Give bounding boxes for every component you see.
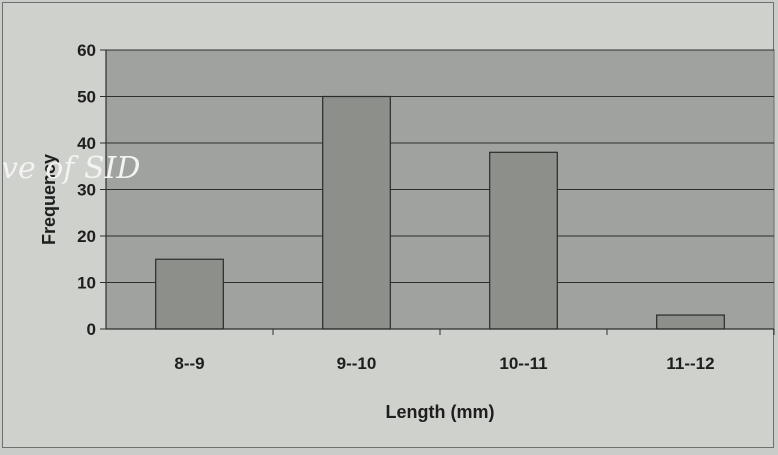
bar-chart: 0 10 20 30 40 50 60 8--9 9--10 10--11 11--12 Leng… [3,41,775,422]
bar-10--11 [489,151,558,330]
y-tick-label: 20 [77,227,96,246]
x-tick-label: 11--12 [666,354,714,373]
x-tick-label: 10--11 [499,354,547,373]
y-tick-label: 0 [87,320,96,339]
x-tick-label: 9--10 [337,354,377,373]
x-tick-label: 8--9 [174,354,204,373]
x-tick-labels: 8--9 9--10 10--11 11--12 [174,354,714,373]
y-tick-label: 30 [77,181,96,200]
y-tick-labels: 0 10 20 30 40 50 60 [77,41,96,339]
bar-9--10 [322,95,391,330]
x-axis-title: Length (mm) [386,402,495,422]
y-tick-label: 10 [77,274,96,293]
bar-11--12 [656,314,725,330]
bars [155,95,725,330]
y-tick-label: 40 [77,134,96,153]
watermark-text: ve of SID [3,151,140,186]
y-tick-label: 60 [77,41,96,60]
axes [100,49,775,335]
bar-8--9 [155,258,224,330]
y-tick-label: 50 [77,88,96,107]
y-axis-title: Frequency [39,154,59,245]
chart-frame: 0 10 20 30 40 50 60 8--9 9--10 10--11 11--12 Leng… [2,2,775,448]
